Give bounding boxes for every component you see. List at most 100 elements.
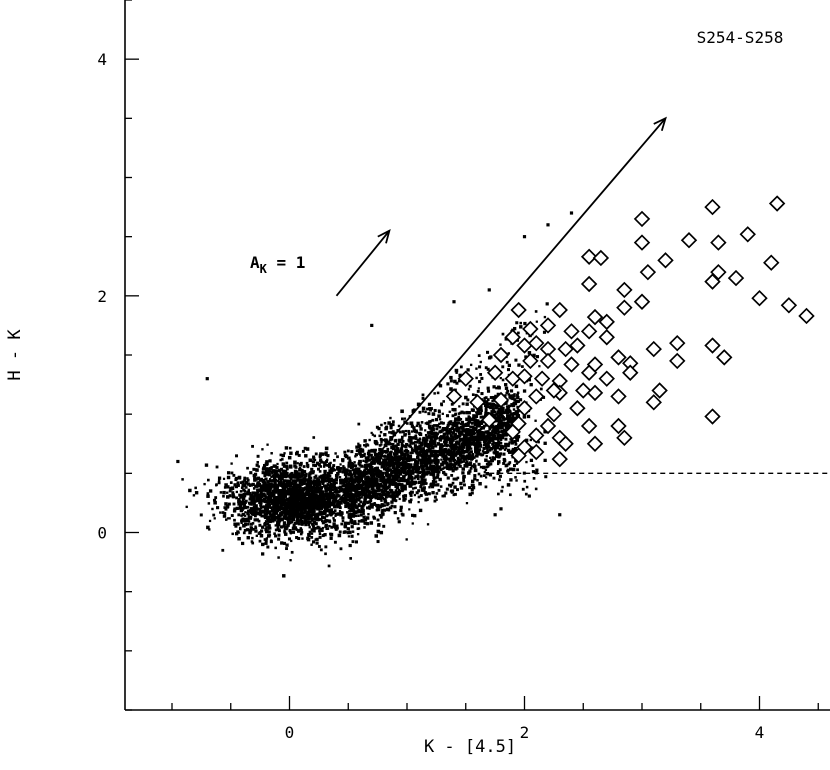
field-star bbox=[418, 410, 422, 414]
field-star bbox=[431, 427, 435, 432]
field-star bbox=[427, 424, 432, 428]
field-star bbox=[420, 449, 425, 454]
field-star bbox=[241, 512, 245, 517]
field-star bbox=[359, 453, 363, 456]
field-star bbox=[516, 436, 520, 440]
field-star bbox=[305, 447, 310, 451]
field-star bbox=[264, 462, 269, 466]
field-star bbox=[384, 487, 388, 490]
field-star bbox=[257, 519, 261, 523]
field-star bbox=[499, 444, 504, 449]
field-star bbox=[502, 457, 506, 462]
field-star bbox=[265, 526, 268, 529]
field-star bbox=[447, 448, 451, 451]
field-star bbox=[276, 516, 280, 520]
field-star bbox=[357, 467, 361, 471]
field-star bbox=[384, 471, 387, 474]
field-star bbox=[393, 456, 397, 461]
field-star bbox=[387, 461, 391, 465]
field-star bbox=[297, 484, 302, 488]
field-star bbox=[432, 467, 436, 470]
field-star bbox=[343, 477, 348, 482]
field-star bbox=[364, 460, 368, 464]
field-star bbox=[228, 489, 232, 493]
field-star bbox=[323, 533, 327, 537]
field-star bbox=[425, 440, 428, 444]
field-star bbox=[277, 476, 282, 481]
field-star bbox=[291, 515, 296, 519]
field-star bbox=[427, 402, 432, 406]
field-star bbox=[527, 494, 531, 498]
field-star bbox=[453, 444, 458, 448]
field-star bbox=[316, 503, 320, 506]
field-star bbox=[384, 462, 388, 466]
field-star bbox=[434, 461, 439, 466]
field-star bbox=[467, 456, 471, 461]
field-star bbox=[498, 478, 501, 482]
field-star bbox=[255, 534, 258, 537]
field-star bbox=[240, 486, 244, 490]
field-star bbox=[371, 461, 375, 465]
field-star bbox=[293, 460, 297, 465]
field-star bbox=[515, 462, 519, 465]
field-star bbox=[452, 477, 456, 481]
field-star bbox=[234, 478, 238, 482]
field-star bbox=[397, 492, 401, 496]
field-star bbox=[376, 461, 381, 465]
field-star bbox=[320, 527, 323, 531]
field-star bbox=[535, 320, 538, 323]
field-star bbox=[312, 463, 315, 467]
field-star bbox=[290, 512, 294, 516]
field-star bbox=[329, 470, 333, 475]
field-star bbox=[450, 423, 453, 426]
field-star bbox=[315, 461, 320, 466]
field-star bbox=[252, 487, 256, 490]
field-star bbox=[350, 534, 354, 538]
field-star bbox=[402, 496, 405, 499]
field-star bbox=[511, 449, 515, 453]
field-star bbox=[258, 539, 262, 543]
field-star bbox=[324, 473, 327, 477]
field-star bbox=[241, 506, 245, 510]
field-star bbox=[348, 503, 352, 507]
field-star bbox=[431, 445, 434, 448]
field-star bbox=[274, 491, 278, 494]
field-star bbox=[457, 462, 461, 467]
field-star bbox=[513, 326, 517, 331]
field-star bbox=[425, 467, 429, 471]
field-star bbox=[334, 477, 339, 482]
field-star bbox=[369, 473, 373, 477]
field-star bbox=[474, 438, 477, 442]
field-star bbox=[434, 417, 439, 422]
field-star bbox=[387, 453, 390, 457]
field-star bbox=[473, 437, 477, 440]
field-star bbox=[517, 396, 520, 399]
field-star bbox=[401, 458, 405, 462]
field-star bbox=[360, 488, 364, 492]
field-star bbox=[311, 522, 315, 526]
field-star bbox=[340, 487, 344, 492]
field-star bbox=[254, 491, 259, 496]
field-star bbox=[484, 366, 488, 370]
field-star bbox=[223, 486, 227, 489]
field-star bbox=[504, 447, 508, 450]
field-star bbox=[484, 443, 487, 446]
field-star bbox=[394, 484, 398, 489]
field-star bbox=[509, 413, 513, 416]
field-star bbox=[345, 482, 349, 486]
field-star bbox=[253, 495, 256, 498]
field-star bbox=[470, 434, 474, 438]
field-star bbox=[369, 470, 373, 474]
field-star bbox=[324, 502, 328, 507]
field-star bbox=[436, 459, 440, 462]
field-star bbox=[291, 506, 295, 511]
field-star bbox=[312, 455, 316, 459]
field-star bbox=[300, 489, 304, 493]
field-star bbox=[516, 405, 519, 409]
field-star bbox=[305, 478, 309, 482]
field-star bbox=[421, 460, 424, 464]
field-star bbox=[355, 445, 359, 449]
field-star bbox=[387, 485, 391, 489]
field-star bbox=[441, 467, 445, 470]
field-star bbox=[495, 428, 498, 432]
